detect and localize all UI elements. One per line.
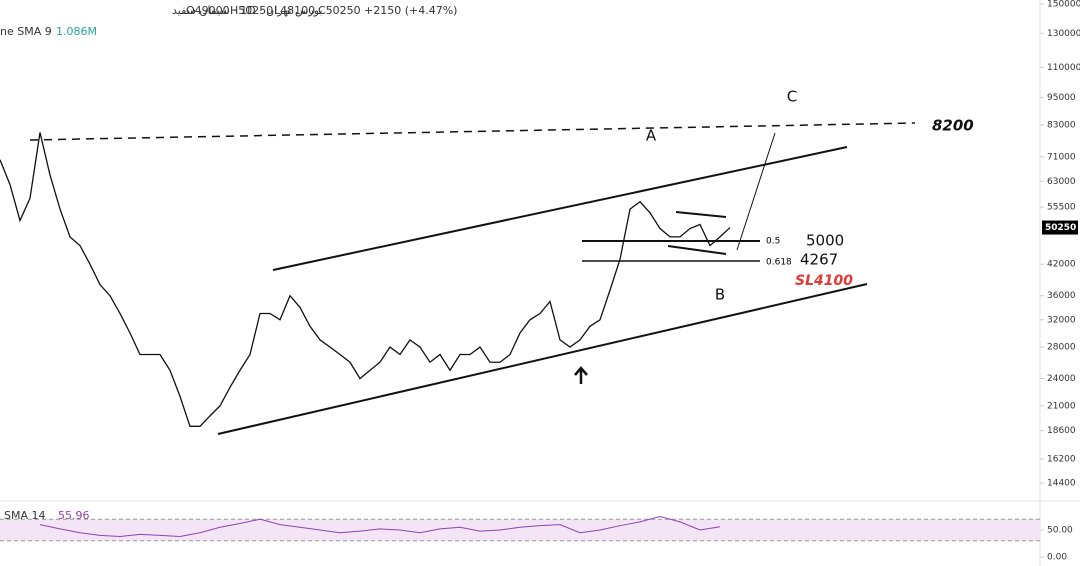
annotation: A <box>646 127 657 145</box>
y-tick-label: 28000 <box>1047 343 1076 353</box>
ohlc-low: L48100 <box>274 4 315 17</box>
rsi-line <box>39 515 721 537</box>
ohlc-open: O49000 <box>186 4 230 17</box>
y-tick-label: 50.00 <box>1047 526 1073 536</box>
y-tick-label: 130000 <box>1047 29 1080 39</box>
price-line <box>0 132 731 427</box>
annotation: 5000 <box>806 232 844 250</box>
volume-label: ne SMA 9 <box>0 25 52 38</box>
y-tick-label: 55500 <box>1047 203 1076 213</box>
change: +2150 (+4.47%) <box>364 4 457 17</box>
annotation: B <box>715 286 725 304</box>
fib-label: 0.618 <box>766 258 792 268</box>
rsi-value: 55.96 <box>58 509 90 522</box>
y-tick-label: 42000 <box>1047 260 1076 270</box>
y-tick-label: 150000 <box>1047 0 1080 10</box>
y-tick-label: 18600 <box>1047 426 1076 436</box>
y-tick-label: 83000 <box>1047 120 1076 130</box>
rsi-band <box>0 519 1040 541</box>
y-tick-label: 24000 <box>1047 374 1076 384</box>
rsi-band <box>0 518 1040 542</box>
projection-line <box>736 132 776 251</box>
y-tick-label: 21000 <box>1047 401 1076 411</box>
ohlc-high: H50250 <box>230 4 273 17</box>
rsi-title: SMA 14 <box>4 509 46 522</box>
annotation: 4267 <box>800 251 838 269</box>
flag-bottom <box>667 245 727 255</box>
annotation: SL4100 <box>795 273 853 289</box>
y-tick-label: 36000 <box>1047 291 1076 301</box>
flag-top <box>675 211 727 218</box>
volume-value: 1.086M <box>56 25 97 38</box>
y-tick-label: 16200 <box>1047 454 1076 464</box>
channel-bottom <box>217 283 868 435</box>
y-tick-label: 110000 <box>1047 63 1080 73</box>
y-tick-label: 63000 <box>1047 177 1076 187</box>
y-tick-label: 95000 <box>1047 93 1076 103</box>
annotation: C <box>787 88 797 106</box>
ohlc-close: C50250 <box>318 4 361 17</box>
annotation: 8200 <box>932 117 974 135</box>
channel-top <box>272 146 848 271</box>
y-tick-label: 14400 <box>1047 479 1076 489</box>
chart-title: بورس تهران · 1D · سیمان سفید <box>172 4 322 17</box>
fib-label: 0.5 <box>766 237 780 247</box>
y-tick-label: 0.00 <box>1047 553 1067 563</box>
arrow-icon <box>574 366 588 384</box>
last-price-box <box>1042 220 1078 235</box>
y-tick-label: 32000 <box>1047 315 1076 325</box>
y-tick-label: 71000 <box>1047 152 1076 162</box>
last-price-label: 50250 <box>1045 223 1076 233</box>
resistance-line <box>29 122 916 141</box>
